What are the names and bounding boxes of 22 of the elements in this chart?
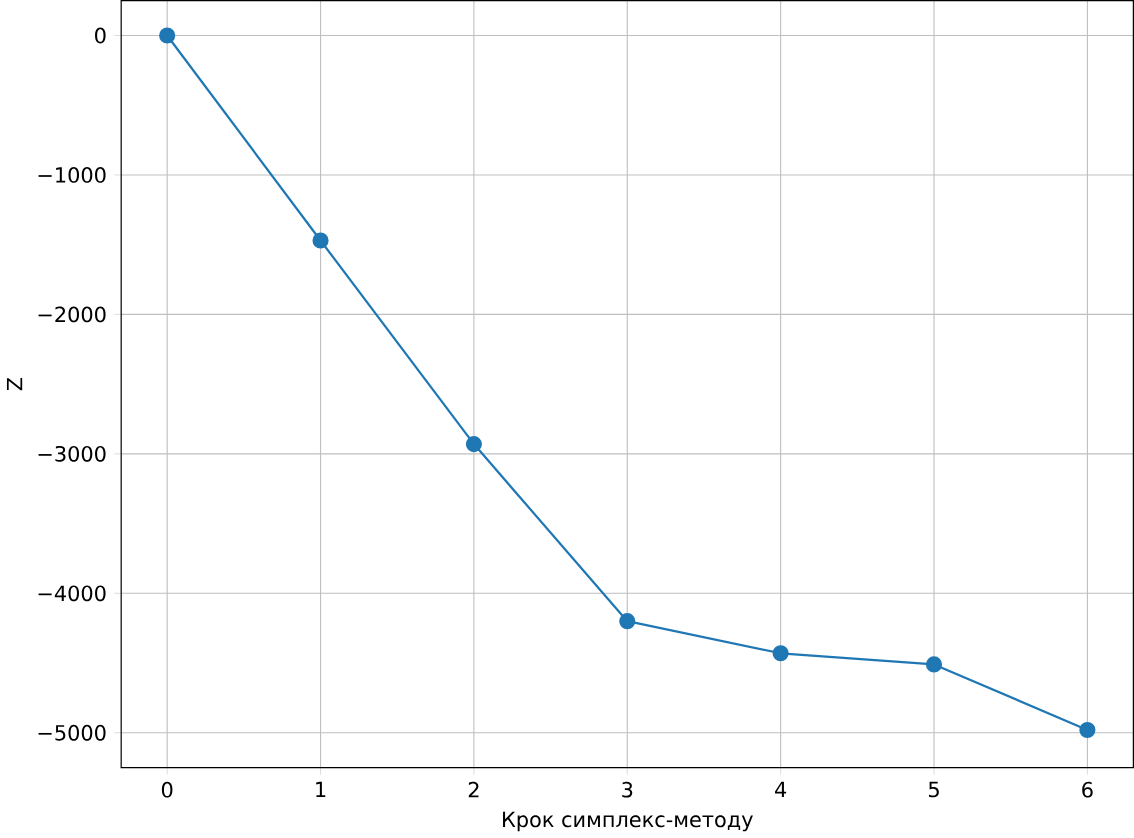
point [619, 612, 636, 630]
point [159, 27, 176, 44]
x-tick-label: 1 [316, 781, 326, 797]
point [465, 435, 482, 453]
point [925, 656, 943, 673]
x-tick-label: 5 [928, 781, 939, 798]
y-tick-label: −4000 [38, 585, 106, 602]
x-tick-label: 0 [161, 781, 173, 798]
y-tick-label: 0 [95, 27, 106, 44]
x-tick-label: 6 [1082, 781, 1093, 798]
point [772, 645, 789, 662]
point [312, 232, 329, 249]
x-tick-label: 4 [775, 781, 787, 797]
point [1079, 721, 1096, 738]
y-axis-title: Z [6, 377, 23, 391]
y-tick-label: −1000 [38, 166, 106, 183]
x-axis-title: Крок симплекс-методу [503, 811, 753, 832]
y-tick-label: −5000 [38, 724, 106, 741]
y-tick-label: −2000 [38, 306, 106, 323]
x-tick-label: 3 [622, 781, 633, 798]
x-tick-label: 2 [468, 781, 479, 798]
y-tick-label: −3000 [38, 445, 106, 462]
